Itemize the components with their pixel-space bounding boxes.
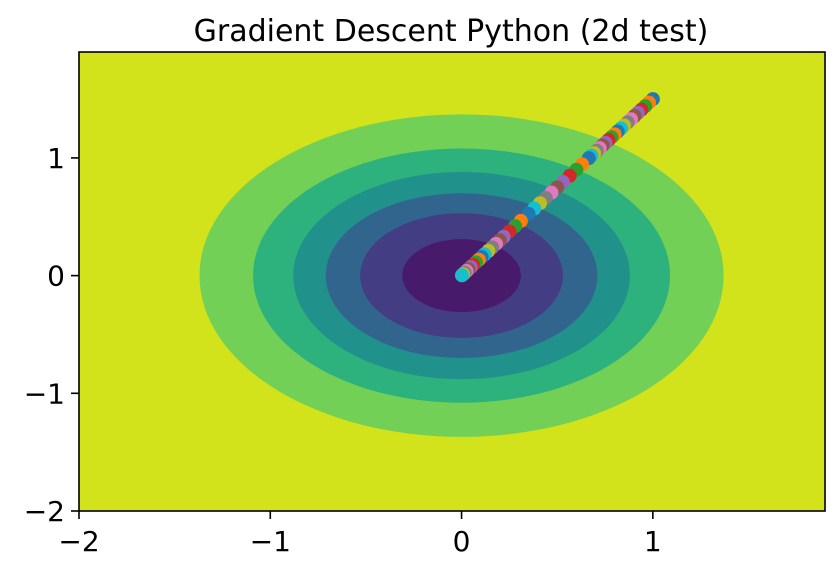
axes: −2 −1 0 1 −2 −1 0 1	[24, 142, 662, 558]
y-tick-label: −2	[24, 495, 65, 528]
x-tick-label: 0	[453, 525, 471, 558]
chart-title: Gradient Descent Python (2d test)	[194, 14, 709, 49]
y-tick-label: 0	[47, 260, 65, 293]
descent-path-points	[454, 92, 660, 283]
x-tick-label: −1	[250, 525, 291, 558]
x-tick-label: −2	[58, 525, 99, 558]
descent-point	[454, 268, 469, 283]
contour-fill	[79, 52, 825, 511]
plot-frame	[78, 51, 826, 512]
y-tick-label: −1	[24, 377, 65, 410]
y-tick-label: 1	[47, 142, 65, 175]
x-tick-label: 1	[644, 525, 662, 558]
